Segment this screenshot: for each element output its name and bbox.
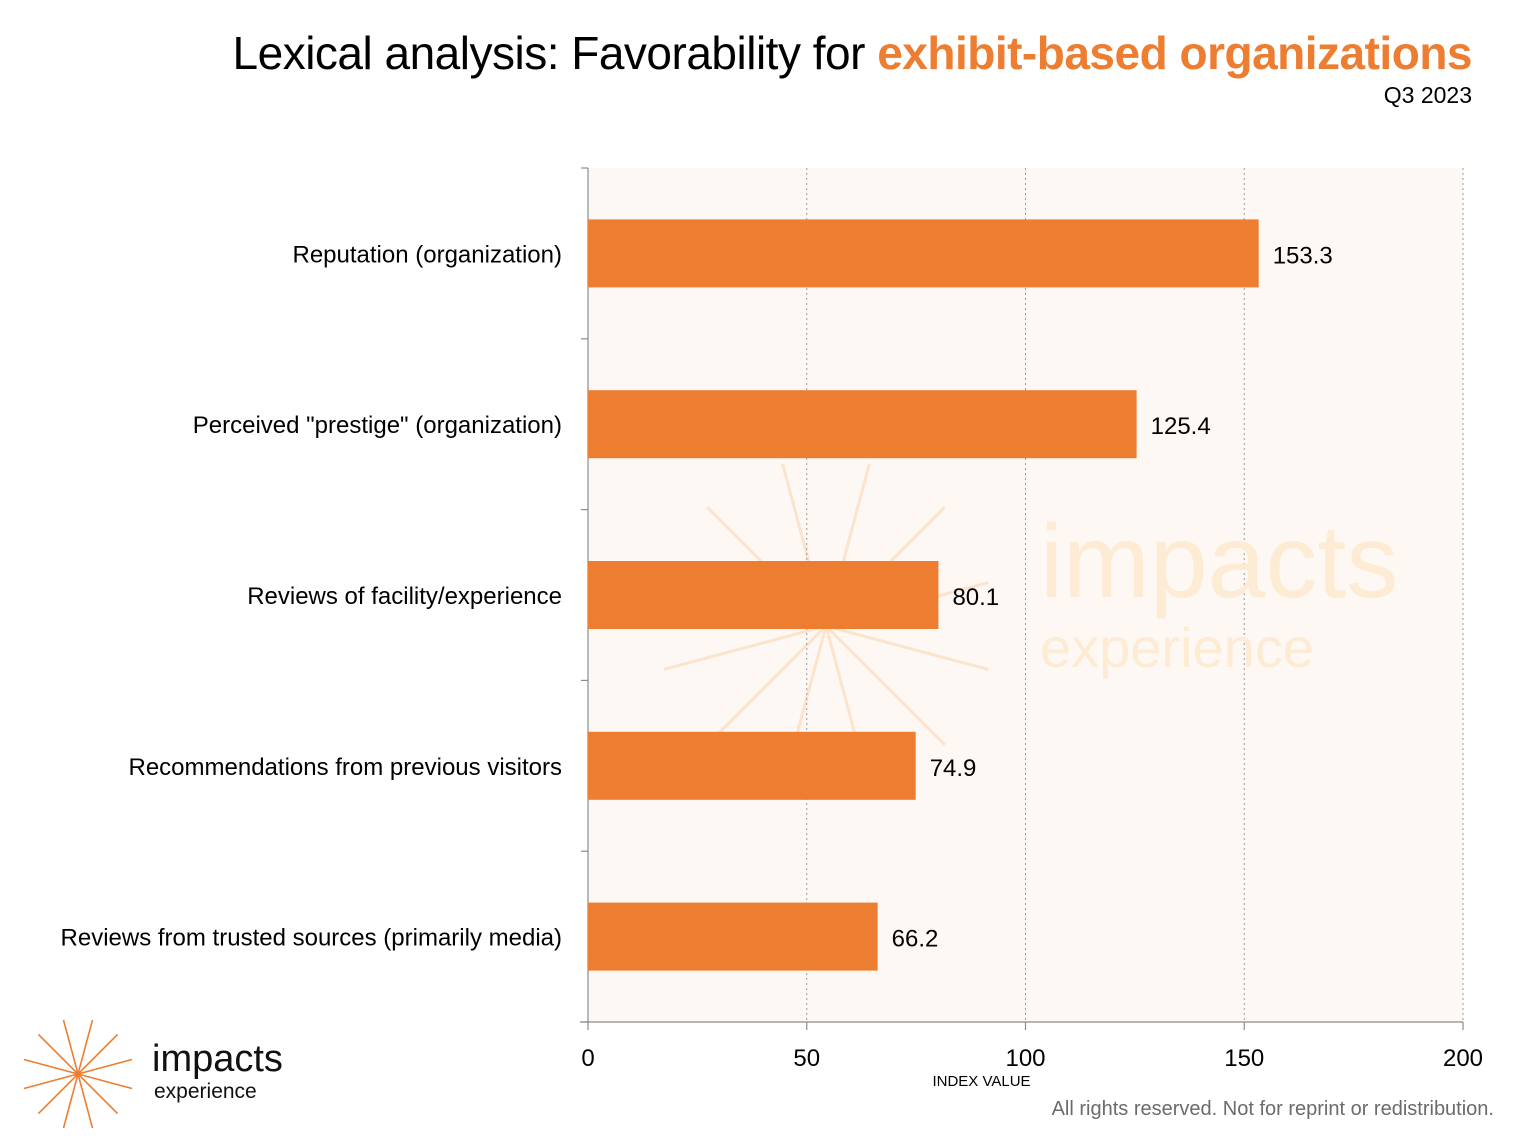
chart-subtitle: Q3 2023 [1383,82,1472,108]
value-label: 80.1 [952,584,999,611]
value-label: 153.3 [1273,242,1333,269]
impacts-logo: impacts experience [20,1016,320,1140]
value-label: 125.4 [1151,413,1211,440]
logo-sub: experience [154,1080,257,1103]
x-tick-label: 50 [793,1045,820,1072]
bar [588,902,878,971]
x-tick-label: 150 [1224,1045,1264,1072]
value-label: 66.2 [892,926,939,953]
x-axis-title: INDEX VALUE [932,1073,1030,1090]
category-label: Perceived "prestige" (organization) [193,412,562,439]
bar [588,731,916,800]
chart-title-prefix: Lexical analysis: Favorability for [232,27,878,79]
category-label: Reputation (organization) [293,241,563,268]
sunburst-icon [23,1019,133,1129]
category-label: Reviews from trusted sources (primarily … [61,925,562,952]
category-label: Recommendations from previous visitors [129,754,563,781]
x-tick-label: 0 [581,1045,594,1072]
logo-ray [23,1058,133,1090]
chart-title: Lexical analysis: Favorability for exhib… [232,26,1473,80]
bar [588,390,1137,459]
bar [588,561,939,629]
copyright-footer: All rights reserved. Not for reprint or … [1051,1098,1494,1120]
chart-title-highlight: exhibit-based organizations [877,27,1472,79]
category-label: Reviews of facility/experience [247,583,562,610]
value-label: 74.9 [930,755,977,782]
bar [588,219,1259,288]
x-tick-label: 100 [1005,1045,1045,1072]
x-tick-label: 200 [1443,1045,1483,1072]
logo-word: impacts [152,1038,283,1080]
